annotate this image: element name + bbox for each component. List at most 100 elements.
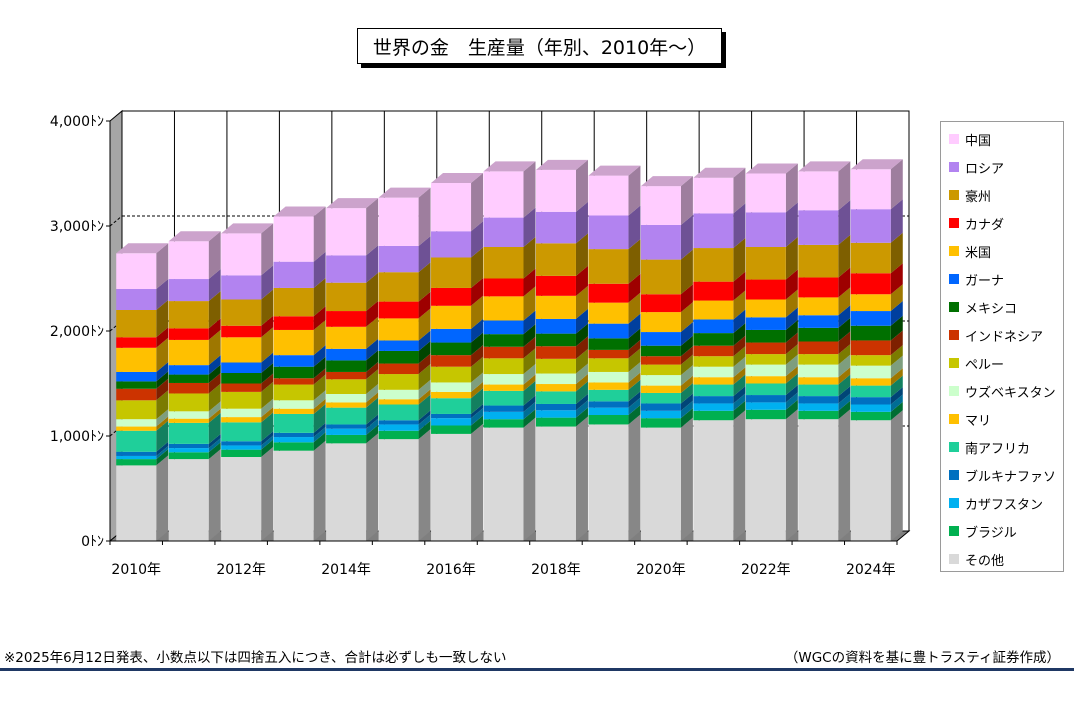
bar-segment-side bbox=[156, 390, 169, 420]
legend: 中国 ロシア 豪州 カナダ 米国 ガーナ メキシコ インドネシア ペルー ウズベキスタン マリ 南アフ… bbox=[940, 121, 1064, 572]
bar-segment bbox=[116, 337, 157, 348]
bar-segment-side bbox=[523, 207, 536, 247]
bar-stack bbox=[378, 187, 431, 541]
bar-segment bbox=[116, 253, 157, 289]
bar-segment bbox=[116, 430, 157, 452]
bar-segment bbox=[431, 287, 472, 306]
bar-segment-side bbox=[733, 203, 746, 249]
bar-segment bbox=[693, 177, 734, 214]
bar-segment bbox=[326, 402, 367, 408]
bar-segment-side bbox=[471, 356, 484, 383]
bar-segment-side bbox=[523, 310, 536, 335]
bar-segment-side bbox=[838, 267, 851, 298]
legend-item: 中国 bbox=[941, 125, 1063, 153]
bar-segment-side bbox=[890, 301, 903, 326]
bar-segment-side bbox=[680, 322, 693, 346]
bar-segment bbox=[326, 348, 367, 361]
bar-segment bbox=[850, 355, 891, 366]
bar-segment bbox=[640, 385, 681, 393]
bar-segment bbox=[745, 402, 786, 410]
legend-item: マリ bbox=[941, 405, 1063, 433]
bar-segment bbox=[483, 374, 524, 385]
bar-segment bbox=[273, 366, 314, 379]
bar-segment bbox=[378, 404, 419, 421]
legend-label: マリ bbox=[965, 413, 992, 429]
bar-segment bbox=[168, 374, 209, 383]
bar-segment-side bbox=[733, 356, 746, 378]
x-tick-label: 2018年 bbox=[531, 562, 581, 578]
bar-segment-side bbox=[628, 205, 641, 250]
bar-segment-side bbox=[733, 400, 746, 421]
bar-segment-side bbox=[523, 401, 536, 420]
bar-segment bbox=[640, 294, 681, 313]
bar-segment-side bbox=[680, 375, 693, 393]
bar-segment-side bbox=[313, 206, 326, 262]
bar-segment-side bbox=[785, 409, 798, 541]
bar-segment bbox=[640, 427, 681, 541]
bar-segment-side bbox=[890, 355, 903, 379]
bar-segment-side bbox=[628, 391, 641, 408]
bar-segment bbox=[535, 211, 576, 244]
bar-segment bbox=[798, 297, 839, 316]
bar-segment-side bbox=[523, 395, 536, 412]
bar-segment bbox=[640, 345, 681, 357]
x-tick-label: 2014年 bbox=[321, 562, 371, 578]
bar-segment bbox=[116, 388, 157, 401]
bar-segment-side bbox=[890, 375, 903, 398]
bar-stack bbox=[483, 161, 536, 541]
bar-segment bbox=[221, 445, 262, 450]
bar-segment bbox=[693, 319, 734, 334]
bar-segment-side bbox=[156, 445, 169, 460]
bar-segment-side bbox=[261, 439, 274, 457]
bar-segment-side bbox=[156, 300, 169, 338]
bar-segment-side bbox=[785, 344, 798, 365]
bar-segment-side bbox=[680, 249, 693, 295]
legend-label: ブラジル bbox=[965, 525, 1017, 541]
bar-segment-side bbox=[261, 412, 274, 442]
source-note: （WGCの資料を基に豊トラスティ証券作成） bbox=[784, 650, 1060, 666]
bar-segment bbox=[273, 329, 314, 356]
legend-label: 南アフリカ bbox=[965, 441, 1031, 457]
bar-segment-side bbox=[471, 172, 484, 232]
bar-segment-side bbox=[313, 427, 326, 443]
legend-label: カザフスタン bbox=[965, 497, 1044, 513]
bar-segment bbox=[483, 384, 524, 391]
legend-swatch bbox=[949, 302, 959, 312]
bar-segment bbox=[588, 215, 629, 250]
bar-segment-side bbox=[523, 364, 536, 385]
bar-segment bbox=[431, 425, 472, 434]
bar-segment-side bbox=[208, 442, 221, 460]
bar-segment bbox=[116, 465, 157, 541]
bar-segment bbox=[640, 259, 681, 295]
bar-segment bbox=[745, 212, 786, 247]
bar-segment bbox=[693, 213, 734, 249]
x-axis: 2010年 2012年 2014年 2016年 2018年 2020年 2022年 2024年 bbox=[109, 540, 898, 578]
bar-segment-side bbox=[575, 416, 588, 541]
bar-segment bbox=[221, 408, 262, 418]
bar-segment bbox=[640, 332, 681, 346]
bar-segment-side bbox=[785, 332, 798, 355]
bar-segment-side bbox=[680, 302, 693, 333]
bar-segment-side bbox=[471, 403, 484, 419]
bar-segment-side bbox=[156, 378, 169, 401]
bottom-divider bbox=[0, 668, 1074, 671]
bar-segment-side bbox=[680, 365, 693, 386]
bar-segment bbox=[588, 401, 629, 408]
bar-segment-top bbox=[326, 198, 379, 209]
bar-segment-side bbox=[523, 268, 536, 297]
bar-segment bbox=[483, 419, 524, 428]
bar-segment bbox=[431, 182, 472, 232]
bar-segment bbox=[640, 312, 681, 333]
bar-segment bbox=[588, 407, 629, 415]
gridline bbox=[109, 320, 123, 332]
bar-segment-side bbox=[838, 317, 851, 342]
legend-label: その他 bbox=[965, 553, 1005, 569]
bar-segment-side bbox=[208, 383, 221, 412]
bar-segment bbox=[168, 301, 209, 329]
bar-segment bbox=[431, 342, 472, 356]
bar-segment bbox=[588, 283, 629, 303]
bar-segment-side bbox=[261, 398, 274, 418]
bar-segment-side bbox=[471, 295, 484, 329]
bar-segment bbox=[483, 334, 524, 347]
bar-segment bbox=[378, 197, 419, 246]
